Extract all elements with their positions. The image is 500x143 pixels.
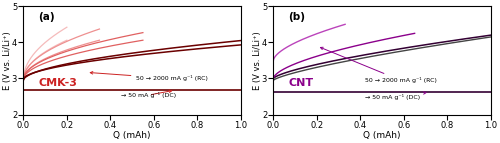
Text: CNT: CNT	[288, 78, 314, 88]
Y-axis label: E (V vs. Li/Li⁺): E (V vs. Li/Li⁺)	[253, 31, 262, 90]
Text: 50 → 2000 mA g⁻¹ (RC): 50 → 2000 mA g⁻¹ (RC)	[90, 72, 208, 82]
Text: (a): (a)	[38, 12, 55, 22]
Text: → 50 mA g⁻¹ (DC): → 50 mA g⁻¹ (DC)	[121, 90, 176, 98]
Text: (b): (b)	[288, 12, 306, 22]
Text: CMK-3: CMK-3	[38, 78, 78, 88]
X-axis label: Q (mAh): Q (mAh)	[114, 131, 151, 140]
Text: 50 → 2000 mA g⁻¹ (RC): 50 → 2000 mA g⁻¹ (RC)	[320, 47, 436, 83]
X-axis label: Q (mAh): Q (mAh)	[364, 131, 401, 140]
Text: → 50 mA g⁻¹ (DC): → 50 mA g⁻¹ (DC)	[364, 92, 426, 100]
Y-axis label: E (V vs. Li/Li⁺): E (V vs. Li/Li⁺)	[3, 31, 12, 90]
